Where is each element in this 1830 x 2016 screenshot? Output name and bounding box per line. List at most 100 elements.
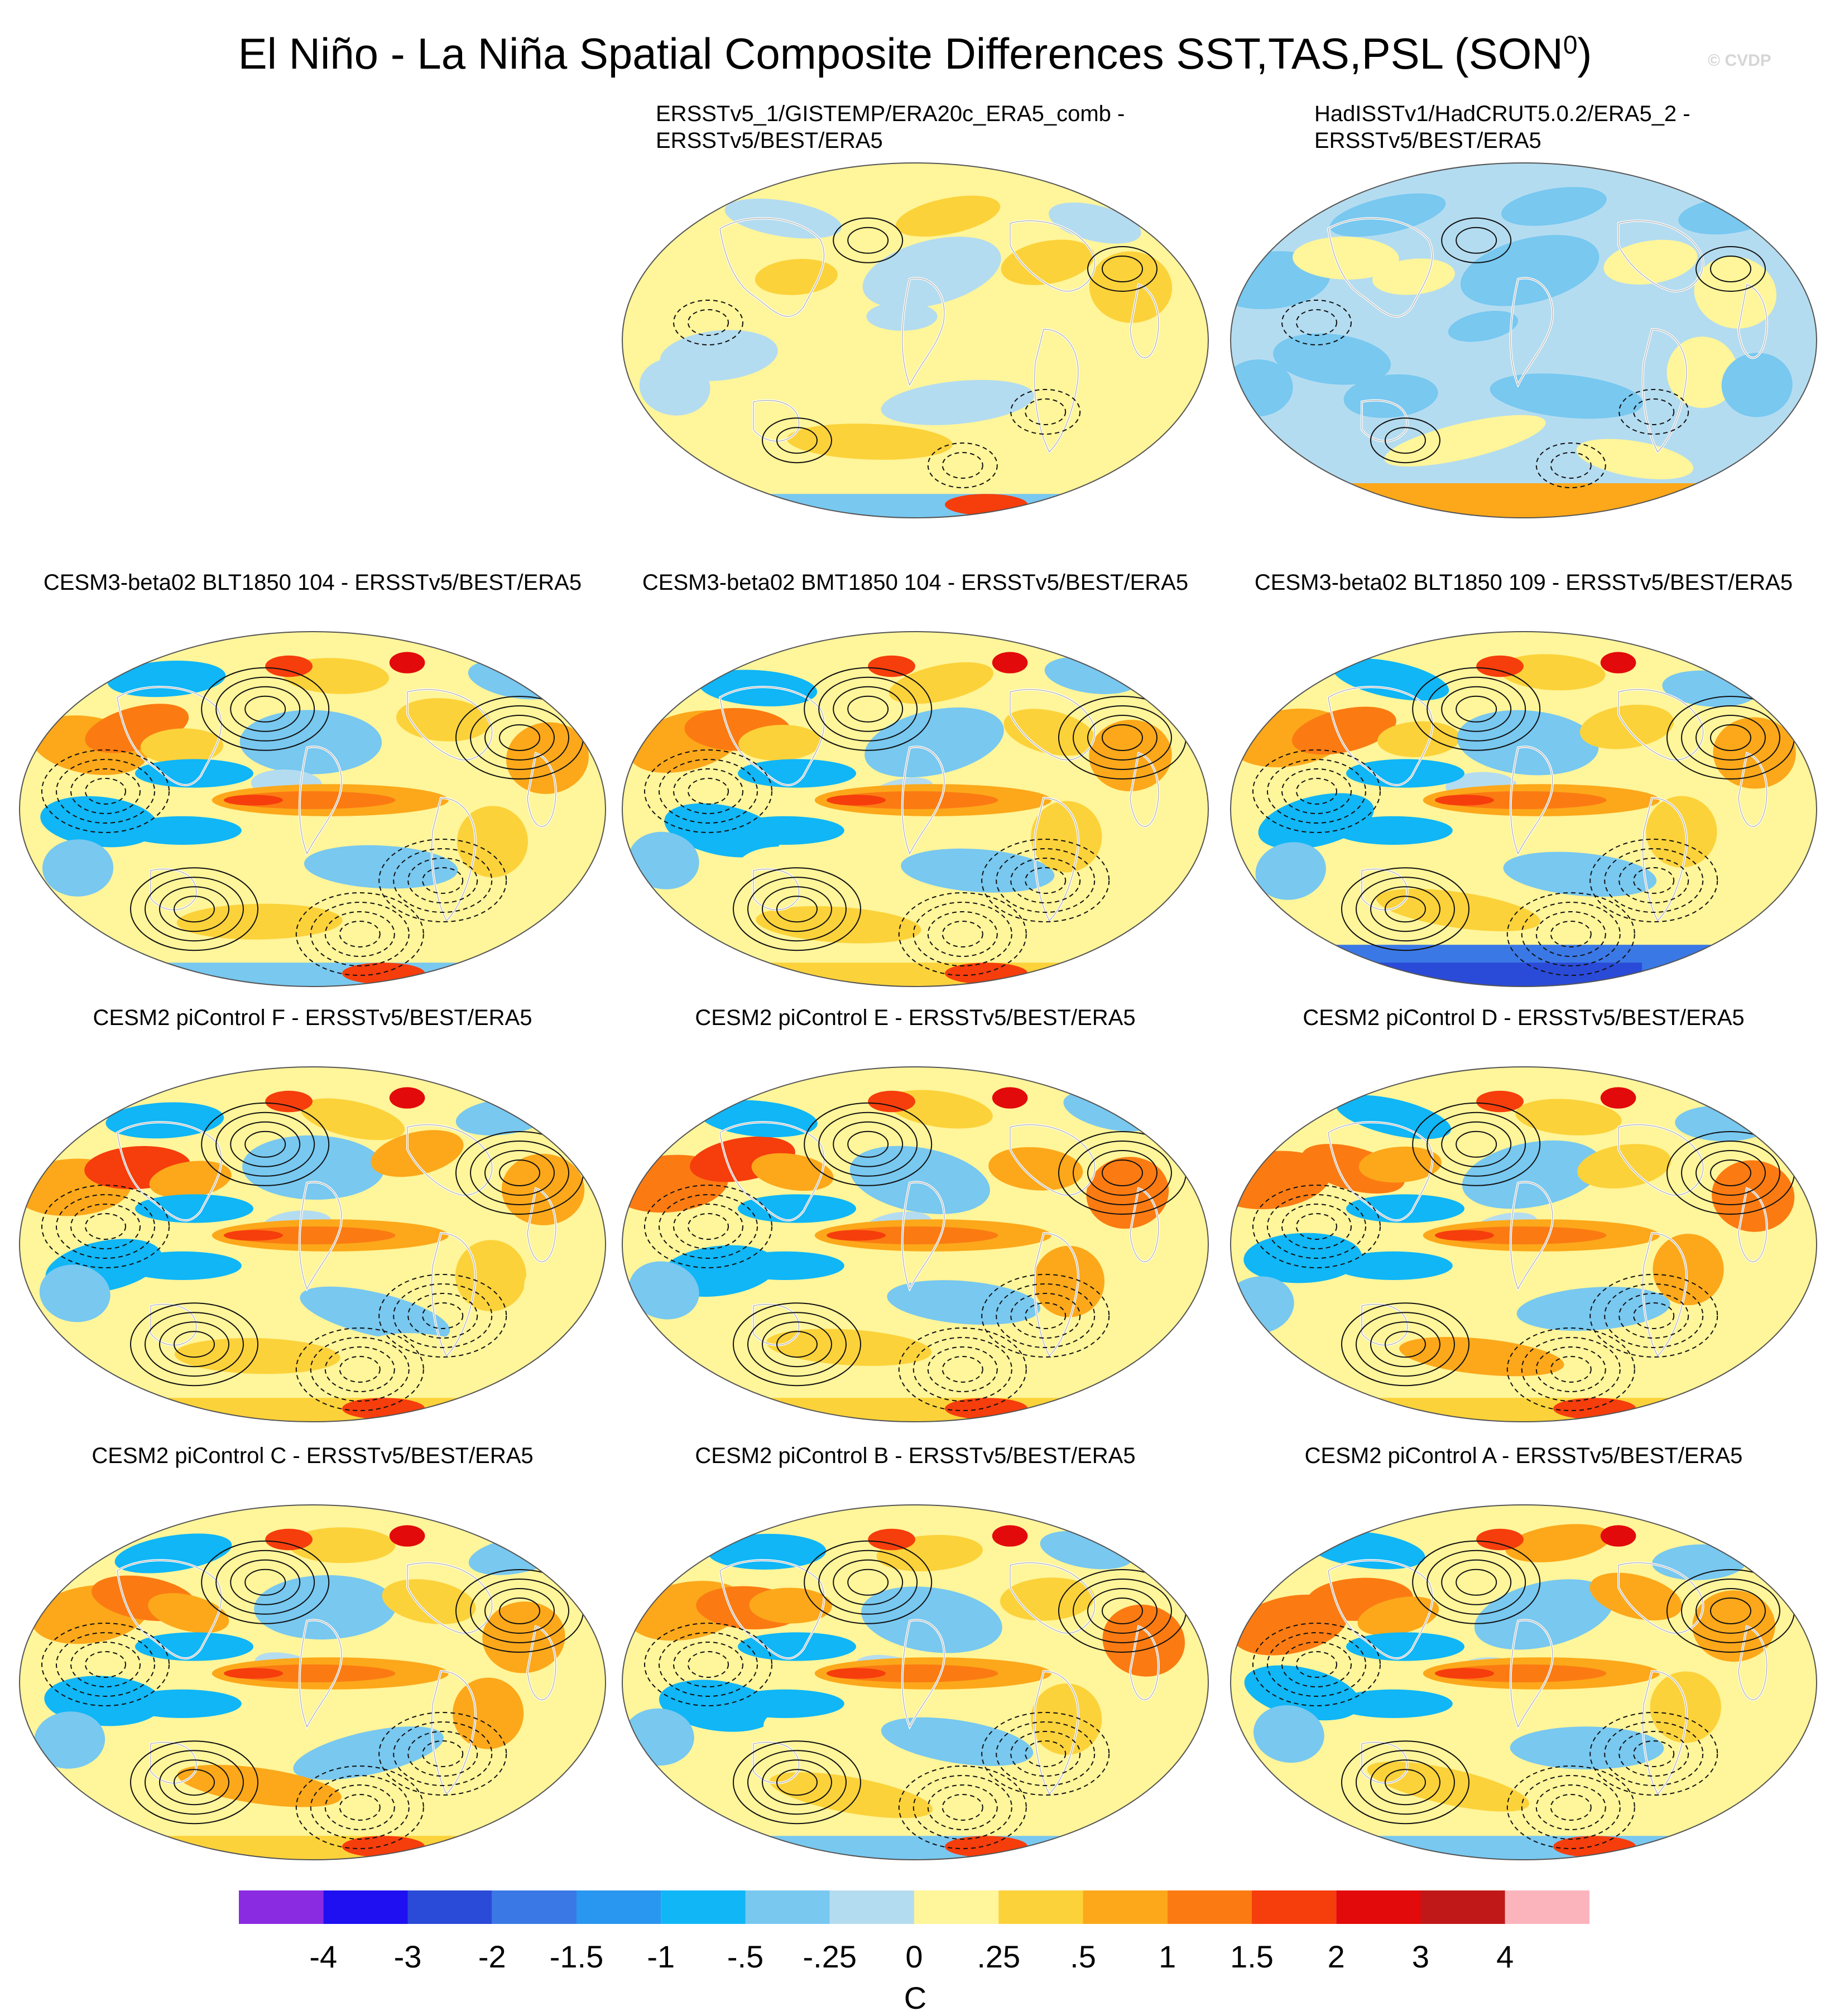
- anomaly-region: [482, 1601, 565, 1673]
- psl-contour: [1604, 1721, 1704, 1786]
- anomaly-region: [628, 1261, 699, 1320]
- psl-contour: [1441, 217, 1512, 263]
- colorbar-swatch: [577, 1890, 661, 1924]
- psl-contour: [310, 902, 410, 966]
- psl-contour: [159, 1321, 229, 1368]
- psl-contour: [41, 1185, 170, 1268]
- psl-contour: [1102, 724, 1143, 751]
- psl-contour: [174, 1331, 215, 1358]
- psl-contour: [1025, 1302, 1067, 1329]
- psl-contour: [1370, 1321, 1440, 1368]
- coastline-edge: [1034, 1233, 1079, 1356]
- panel-title: CESM2 piControl B - ERSSTv5/BEST/ERA5: [695, 1444, 1136, 1468]
- psl-contour: [1025, 867, 1067, 894]
- psl-contour: [1296, 1213, 1337, 1240]
- cold-flank: [1346, 1632, 1464, 1661]
- psl-contour: [310, 1775, 410, 1840]
- psl-contour: [1087, 1588, 1157, 1634]
- psl-contour: [1604, 1283, 1704, 1348]
- psl-contour: [1618, 1293, 1689, 1339]
- anomaly-region: [639, 358, 710, 416]
- anomaly-region: [239, 710, 382, 774]
- psl-contour: [673, 300, 743, 345]
- colorbar-swatch: [1336, 1890, 1421, 1924]
- anomaly-region: [750, 373, 845, 416]
- coastline-edge: [1642, 329, 1687, 453]
- anomaly-region: [888, 662, 993, 704]
- anomaly-region: [1028, 332, 1100, 404]
- coastline-edge: [1010, 1124, 1095, 1196]
- colorbar-swatch: [1420, 1890, 1505, 1924]
- psl-contour: [499, 1598, 540, 1624]
- coastline-edge: [527, 1626, 556, 1700]
- anomaly-region: [958, 437, 1074, 482]
- psl-contour: [1341, 1302, 1469, 1387]
- psl-contour: [484, 1150, 555, 1196]
- anomaly-region: [862, 237, 1001, 309]
- psl-contour: [1385, 1331, 1426, 1358]
- psl-contour: [1385, 896, 1426, 923]
- map-plot: [19, 1066, 606, 1422]
- enso-tongue-core: [832, 1664, 998, 1682]
- psl-contour: [130, 1740, 258, 1825]
- enso-tongue-peak: [827, 1668, 886, 1679]
- arctic-hotspot: [389, 1087, 425, 1109]
- psl-contour: [1073, 705, 1172, 770]
- enso-tongue-core: [1440, 1664, 1607, 1682]
- psl-contour: [145, 877, 244, 942]
- anomaly-region: [1033, 1245, 1105, 1317]
- anomaly-region: [708, 1533, 827, 1570]
- anomaly-region: [1589, 1572, 1682, 1620]
- psl-contour: [762, 886, 832, 932]
- arctic-hotspot: [868, 1090, 915, 1113]
- psl-contour: [470, 1141, 569, 1205]
- psl-contour: [898, 892, 1027, 976]
- colorbar-tick-label: 1.5: [1230, 1939, 1274, 1974]
- coastline-edge: [1510, 278, 1553, 386]
- cold-flank: [738, 759, 856, 788]
- psl-contour: [659, 1632, 758, 1697]
- psl-contour: [324, 1346, 395, 1392]
- anomaly-region: [1031, 801, 1102, 873]
- map-outline: [19, 631, 606, 987]
- cold-flank: [135, 1632, 253, 1661]
- colorbar-swatch: [1252, 1890, 1337, 1924]
- coastline-edge: [1130, 1188, 1159, 1262]
- anomaly-region: [382, 1579, 476, 1624]
- anomaly-region: [1568, 1332, 1686, 1372]
- cold-flank: [738, 1632, 856, 1661]
- psl-contour: [1370, 1759, 1440, 1806]
- psl-contour: [1681, 1141, 1780, 1205]
- psl-contour: [1710, 724, 1751, 751]
- coastline-edge: [1738, 284, 1767, 358]
- coastline-edge: [407, 689, 492, 761]
- psl-contour: [1550, 921, 1592, 947]
- psl-contour: [1521, 1775, 1621, 1840]
- psl-contour: [1589, 839, 1718, 922]
- psl-contour: [159, 1759, 229, 1806]
- colorbar-tick-label: -.25: [803, 1939, 857, 1974]
- coastline-edge: [902, 1620, 945, 1728]
- psl-contour: [484, 715, 555, 761]
- psl-contour: [1102, 1598, 1143, 1624]
- coastline-edge: [1130, 284, 1159, 358]
- psl-contour: [912, 1775, 1012, 1840]
- enso-tongue-peak: [1435, 795, 1494, 806]
- psl-contour: [1550, 452, 1592, 479]
- psl-contour: [145, 1750, 244, 1815]
- southern-ocean-band: [622, 1836, 1208, 1860]
- coastline-edge: [1328, 1122, 1433, 1221]
- psl-contour: [1506, 892, 1635, 976]
- anomaly-region: [1031, 1683, 1102, 1755]
- anomaly-region: [396, 698, 491, 742]
- anomaly-region: [1273, 333, 1391, 385]
- psl-contour: [747, 877, 847, 942]
- psl-contour: [1535, 1784, 1606, 1830]
- anomaly-region: [1460, 235, 1600, 306]
- coastline-edge: [1738, 753, 1767, 827]
- map-plot: [1230, 1504, 1817, 1860]
- psl-contour: [898, 1327, 1027, 1411]
- psl-contour: [1633, 1302, 1675, 1329]
- psl-contour: [942, 1356, 983, 1383]
- psl-contour: [499, 724, 540, 751]
